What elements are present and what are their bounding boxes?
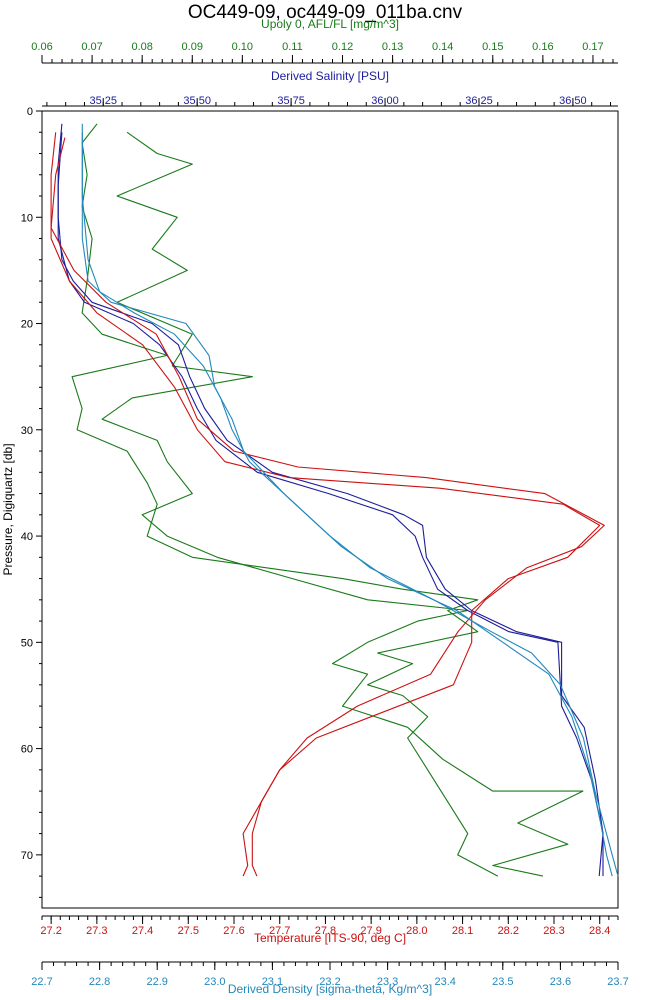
afl-tick-label: 0.14 bbox=[432, 41, 453, 53]
dens-axis-label: Derived Density [sigma-theta, Kg/m^3] bbox=[228, 982, 432, 996]
temp-tick-label: 27.5 bbox=[178, 925, 199, 937]
series-line-sal-3 bbox=[57, 132, 604, 877]
temp-tick-label: 27.2 bbox=[40, 925, 61, 937]
temp-tick-label: 27.4 bbox=[132, 925, 153, 937]
temp-tick-label: 27.6 bbox=[223, 925, 244, 937]
dens-tick-label: 23.5 bbox=[492, 976, 513, 988]
y-tick-label: 50 bbox=[21, 637, 33, 649]
temp-tick-label: 28.1 bbox=[452, 925, 473, 937]
temp-tick-label: 28.4 bbox=[589, 925, 610, 937]
dens-tick-label: 22.8 bbox=[89, 976, 110, 988]
temp-tick-label: 28.2 bbox=[498, 925, 519, 937]
afl-tick-label: 0.07 bbox=[81, 41, 102, 53]
sal-tick-label: 36.50 bbox=[559, 95, 587, 107]
y-tick-label: 10 bbox=[21, 212, 33, 224]
afl-tick-label: 0.08 bbox=[131, 41, 152, 53]
dens-tick-label: 23.3 bbox=[377, 976, 398, 988]
series-line-afl-0 bbox=[71, 123, 499, 877]
series-line-temp-5 bbox=[50, 137, 605, 877]
dens-tick-label: 22.7 bbox=[31, 976, 52, 988]
y-axis-label: Pressure, Digiquartz [db] bbox=[1, 443, 15, 575]
series-line-afl-1 bbox=[101, 131, 584, 877]
y-tick-label: 20 bbox=[21, 319, 33, 331]
afl-tick-label: 0.09 bbox=[182, 41, 203, 53]
afl-tick-label: 0.12 bbox=[332, 41, 353, 53]
dens-tick-label: 23.2 bbox=[319, 976, 340, 988]
temp-tick-label: 28.0 bbox=[406, 925, 427, 937]
dens-tick-label: 23.1 bbox=[262, 976, 283, 988]
sal-tick-label: 35.75 bbox=[277, 95, 305, 107]
sal-tick-label: 35.50 bbox=[183, 95, 211, 107]
series-layer bbox=[50, 123, 619, 877]
temp-axis-label: Temperature [ITS-90, deg C] bbox=[254, 931, 406, 945]
dens-tick-label: 23.7 bbox=[607, 976, 628, 988]
y-tick-label: 30 bbox=[21, 425, 33, 437]
temp-tick-label: 28.3 bbox=[543, 925, 564, 937]
sal-axis-label: Derived Salinity [PSU] bbox=[271, 69, 389, 83]
temp-tick-label: 27.8 bbox=[315, 925, 336, 937]
y-tick-label: 60 bbox=[21, 744, 33, 756]
chart-title: OC449-09, oc449-09_011ba.cnv bbox=[188, 2, 463, 23]
temp-tick-label: 27.9 bbox=[360, 925, 381, 937]
temp-tick-label: 27.3 bbox=[86, 925, 107, 937]
dens-tick-label: 22.9 bbox=[146, 976, 167, 988]
sal-tick-label: 36.25 bbox=[465, 95, 493, 107]
dens-tick-label: 23.6 bbox=[550, 976, 571, 988]
afl-tick-label: 0.13 bbox=[382, 41, 403, 53]
series-line-dens-7 bbox=[81, 132, 613, 877]
afl-tick-label: 0.17 bbox=[582, 41, 603, 53]
plot-frame bbox=[41, 110, 619, 909]
afl-tick-label: 0.10 bbox=[232, 41, 253, 53]
afl-tick-label: 0.11 bbox=[282, 41, 303, 53]
sal-tick-label: 36.00 bbox=[371, 95, 399, 107]
dens-tick-label: 23.4 bbox=[434, 976, 455, 988]
y-tick-label: 70 bbox=[21, 850, 33, 862]
series-line-sal-2 bbox=[57, 123, 604, 877]
afl-tick-label: 0.15 bbox=[482, 41, 503, 53]
y-tick-label: 0 bbox=[27, 106, 33, 118]
y-tick-label: 40 bbox=[21, 531, 33, 543]
afl-tick-label: 0.06 bbox=[31, 41, 52, 53]
afl-tick-label: 0.16 bbox=[532, 41, 553, 53]
dens-tick-label: 23.0 bbox=[204, 976, 225, 988]
sal-tick-label: 35.25 bbox=[89, 95, 117, 107]
axes: 0 10 20 30 40 50 60 70 Pressure, Digiquartz [db]… bbox=[1, 17, 629, 996]
temp-tick-label: 27.7 bbox=[269, 925, 290, 937]
afl-axis-label: Upoly 0, AFL/FL [mg/m^3] bbox=[261, 17, 399, 31]
